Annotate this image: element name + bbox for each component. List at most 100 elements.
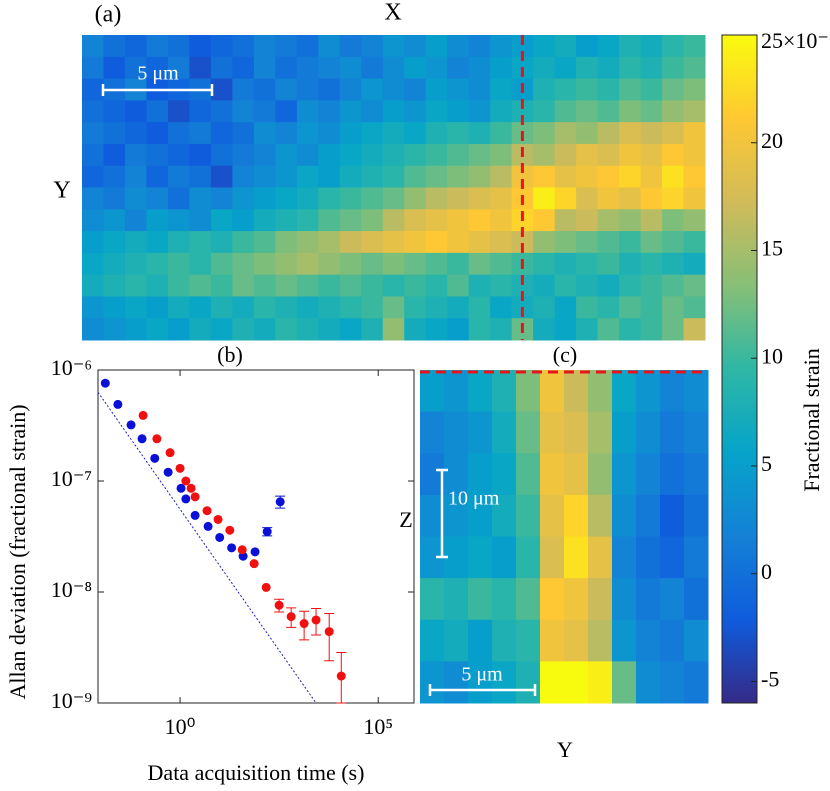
heatmap-cell <box>361 209 384 232</box>
heatmap-cell <box>564 453 589 496</box>
heatmap-cell <box>533 231 556 254</box>
heatmap-cell <box>253 78 276 101</box>
data-point <box>138 410 148 420</box>
heatmap-cell <box>597 100 620 123</box>
heatmap-cell <box>361 296 384 319</box>
heatmap-cell <box>339 296 362 319</box>
heatmap-cell <box>490 143 513 167</box>
heatmap-cell <box>640 143 663 167</box>
heatmap-cell <box>492 578 517 621</box>
heatmap-cell <box>444 536 469 579</box>
heatmap-cell <box>103 252 126 276</box>
data-point <box>299 619 309 629</box>
heatmap-cell <box>296 122 319 145</box>
heatmap-cell <box>444 494 469 537</box>
heatmap-cell <box>296 252 319 276</box>
heatmap-cell <box>404 122 427 145</box>
heatmap-cell <box>189 122 212 145</box>
heatmap-cell <box>361 56 384 80</box>
heatmap-cell <box>146 209 169 232</box>
heatmap-cell <box>275 231 298 254</box>
heatmap-cell <box>683 274 706 297</box>
heatmap-cell <box>619 35 642 58</box>
heatmap-cell <box>167 165 190 188</box>
heatmap-cell <box>490 122 513 145</box>
heatmap-cell <box>554 143 577 167</box>
heatmap-cell <box>210 56 233 80</box>
heatmap-cell <box>447 122 470 145</box>
heatmap-cell <box>516 494 541 537</box>
heatmap-cell <box>533 318 556 341</box>
heatmap-cell <box>124 56 147 80</box>
heatmap-cell <box>253 35 276 58</box>
heatmap-cell <box>683 231 706 254</box>
data-point <box>165 448 175 458</box>
y-tick-label: 10⁻⁹ <box>51 688 93 713</box>
heatmap-cell <box>124 209 147 232</box>
heatmap-cell <box>167 56 190 80</box>
heatmap-cell <box>404 56 427 80</box>
x-axis-label: Data acquisition time (s) <box>148 760 365 785</box>
data-point <box>311 615 321 625</box>
heatmap-cell <box>318 274 341 297</box>
heatmap-cell <box>210 318 233 341</box>
heatmap-cell <box>146 56 169 80</box>
heatmap-cell <box>404 252 427 276</box>
heatmap-cell <box>576 318 599 341</box>
y-tick-label: 10⁻⁶ <box>51 355 92 380</box>
heatmap-cell <box>636 453 661 496</box>
heatmap-cell <box>576 100 599 123</box>
heatmap-cell <box>662 274 685 297</box>
heatmap-cell <box>146 296 169 319</box>
heatmap-cell <box>124 296 147 319</box>
heatmap-cell <box>490 35 513 58</box>
heatmap-cell <box>146 143 169 167</box>
heatmap-cell <box>275 122 298 145</box>
heatmap-cell <box>540 453 565 496</box>
heatmap-cell <box>516 536 541 579</box>
heatmap-cell <box>516 370 541 413</box>
heatmap-cell <box>82 252 104 276</box>
heatmap-cell <box>382 318 405 341</box>
heatmap-cell <box>619 231 642 254</box>
heatmap-cell <box>124 122 147 145</box>
heatmap-cell <box>124 35 147 58</box>
scale-bar-label: 5 μm <box>461 664 503 686</box>
heatmap-cell <box>382 231 405 254</box>
heatmap-cell <box>296 209 319 232</box>
heatmap-cell <box>296 318 319 341</box>
heatmap-cell <box>619 252 642 276</box>
data-point <box>261 582 271 592</box>
heatmap-cell <box>660 619 685 662</box>
heatmap-cell <box>253 209 276 232</box>
heatmap-cell <box>619 318 642 341</box>
heatmap-cell <box>597 56 620 80</box>
heatmap-cell <box>490 252 513 276</box>
heatmap-cell <box>468 252 491 276</box>
heatmap-cell <box>275 296 298 319</box>
heatmap-cell <box>425 318 448 341</box>
heatmap-cell <box>103 122 126 145</box>
heatmap-cell <box>619 56 642 80</box>
heatmap-cell <box>533 274 556 297</box>
heatmap-cell <box>189 252 212 276</box>
heatmap-cell <box>189 165 212 188</box>
heatmap-cell <box>619 187 642 210</box>
heatmap-cell <box>361 318 384 341</box>
heatmap-cell <box>554 296 577 319</box>
heatmap-cell <box>684 536 709 579</box>
heatmap-cell <box>511 165 534 188</box>
heatmap-cell <box>318 143 341 167</box>
heatmap-cell <box>447 318 470 341</box>
heatmap-cell <box>82 143 104 167</box>
heatmap-cell <box>468 35 491 58</box>
heatmap-cell <box>447 78 470 101</box>
heatmap-cell <box>640 56 663 80</box>
colorbar-tick-label: -5 <box>761 666 779 691</box>
heatmap-cell <box>662 209 685 232</box>
heatmap-cell <box>425 209 448 232</box>
heatmap-cell <box>146 122 169 145</box>
heatmap-cell <box>516 578 541 621</box>
heatmap-cell <box>124 274 147 297</box>
